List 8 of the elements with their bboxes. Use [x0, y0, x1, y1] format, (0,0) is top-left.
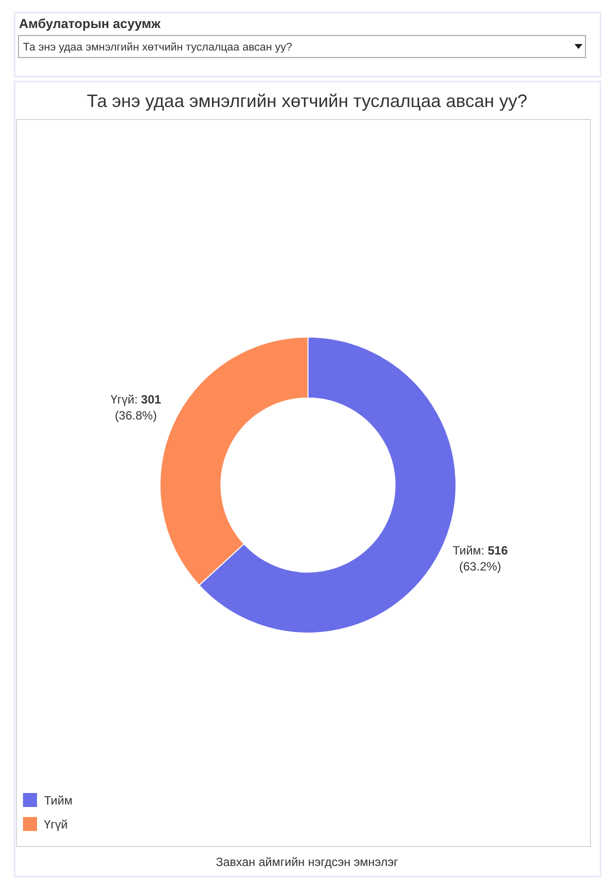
dropdown-field: Та энэ удаа эмнэлгийн хөтчийн туслалцаа авсан уу?	[18, 35, 586, 58]
text: Амбулаторын асуумж	[19, 16, 162, 31]
legend-label: Үгүй	[44, 818, 68, 832]
data-label: Тийм: 516 (63.2%)	[452, 544, 508, 574]
legend-label: Тийм	[44, 794, 72, 808]
chart-title: Та энэ удаа эмнэлгийн хөтчийн туслалцаа авсан уу?	[86, 91, 528, 111]
data-label: Үгүй: 301 (36.8%)	[110, 392, 162, 422]
text: Завхан аймгийн нэгдсэн эмнэлэг	[216, 855, 399, 869]
